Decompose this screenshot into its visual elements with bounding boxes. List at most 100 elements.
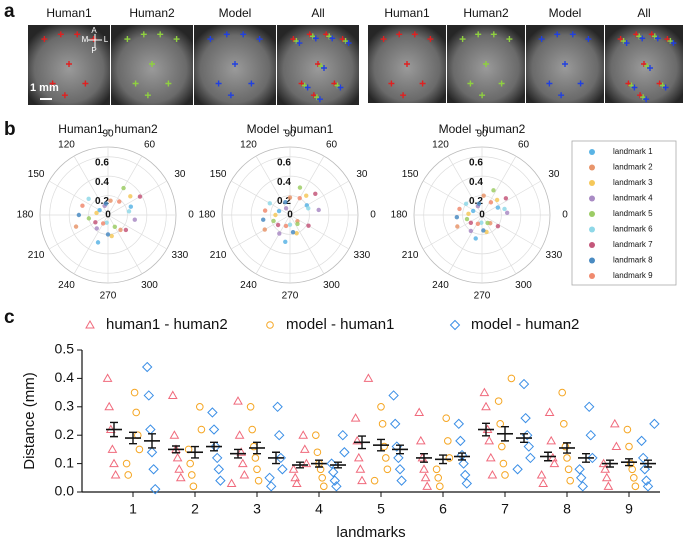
data-point — [494, 397, 503, 405]
data-point — [442, 414, 451, 422]
polar-point — [275, 222, 281, 228]
data-point — [496, 420, 505, 428]
landmark-cross — [74, 31, 81, 38]
theta-tick-label: 330 — [546, 250, 563, 261]
x-tick-label: 5 — [377, 501, 385, 517]
polar-spoke — [107, 214, 168, 250]
data-point — [383, 465, 392, 474]
data-point — [626, 459, 635, 468]
polar-point — [464, 216, 470, 222]
data-point — [109, 458, 119, 468]
r-tick-label: 0 — [287, 210, 293, 221]
data-point — [445, 454, 454, 462]
data-point — [350, 413, 361, 422]
polar-point — [295, 221, 300, 227]
data-point — [189, 482, 198, 491]
legend-label: model - human1 — [286, 316, 394, 333]
landmark-cross — [173, 36, 180, 43]
x-tick-label: 1 — [129, 501, 137, 517]
data-point — [512, 464, 523, 475]
polar-point — [73, 224, 79, 229]
landmark-cross — [248, 80, 255, 87]
y-tick-label: 0.3 — [55, 398, 75, 414]
image-header: Model — [549, 6, 582, 20]
theta-tick-label: 210 — [28, 250, 45, 261]
data-point — [436, 482, 444, 491]
data-point — [326, 458, 337, 469]
data-point — [623, 425, 632, 434]
landmark-cross — [157, 31, 164, 38]
data-point — [546, 435, 557, 445]
data-point — [175, 472, 186, 482]
polar-point — [455, 224, 460, 229]
polar-title: Model - human2 — [439, 122, 526, 136]
data-point — [246, 403, 255, 411]
panel-label: c — [4, 307, 15, 328]
orientation-label: A — [91, 26, 97, 35]
data-point — [148, 464, 159, 475]
data-point — [320, 482, 328, 491]
polar-point — [262, 208, 268, 213]
landmark-cross — [546, 80, 553, 87]
polar-point — [273, 212, 278, 218]
data-point — [561, 442, 570, 451]
theta-tick-label: 90 — [102, 129, 114, 140]
theta-tick-label: 240 — [240, 280, 257, 291]
data-point — [272, 401, 283, 413]
theta-tick-label: 300 — [323, 280, 340, 291]
y-tick-label: 0.0 — [55, 483, 75, 499]
y-tick-label: 0.2 — [55, 426, 75, 442]
polar-point — [137, 194, 143, 199]
polar-ring — [231, 156, 349, 274]
data-point — [215, 475, 226, 486]
data-point — [498, 442, 506, 451]
polar-point — [126, 209, 132, 214]
data-point — [378, 420, 387, 428]
polar-point — [306, 206, 311, 211]
data-point — [213, 464, 225, 475]
x-tick-label: 6 — [439, 501, 447, 517]
data-point — [479, 387, 490, 397]
polar-point — [283, 223, 289, 229]
polar-point — [104, 220, 109, 225]
x-tick-label: 8 — [563, 501, 571, 517]
polar-point — [86, 216, 92, 221]
polar-point — [491, 188, 496, 193]
landmark-cross — [467, 80, 474, 87]
data-point — [639, 464, 651, 475]
orientation-label: M — [82, 35, 89, 44]
data-point — [461, 478, 473, 489]
landmark-cross — [400, 92, 407, 99]
polar-spoke — [107, 214, 143, 275]
polar-point — [470, 208, 476, 214]
landmark-cross — [490, 31, 497, 38]
image-header: Human1 — [46, 6, 92, 20]
data-point — [538, 478, 549, 487]
polar-point — [94, 210, 99, 216]
polar-point — [494, 197, 500, 203]
polar-point — [503, 196, 509, 201]
data-point — [237, 458, 248, 468]
landmark-cross — [577, 80, 584, 87]
data-point — [208, 424, 220, 435]
landmark-cross — [321, 65, 327, 71]
data-point — [174, 464, 185, 473]
data-point — [600, 464, 611, 473]
data-point — [253, 465, 261, 474]
data-point — [102, 373, 113, 382]
landmark-cross — [223, 31, 230, 38]
polar-point — [468, 228, 474, 234]
image-header: All — [637, 6, 650, 20]
data-point — [299, 444, 310, 453]
data-point — [357, 475, 367, 485]
polar-point — [454, 215, 460, 220]
data-point — [422, 481, 433, 490]
legend-label: landmark 4 — [613, 194, 653, 203]
data-point — [248, 425, 256, 434]
polar-point — [267, 201, 273, 206]
data-point — [327, 466, 339, 478]
landmark-cross — [562, 61, 568, 67]
polar-point — [112, 224, 118, 229]
data-point — [143, 390, 155, 401]
data-point — [226, 478, 237, 487]
